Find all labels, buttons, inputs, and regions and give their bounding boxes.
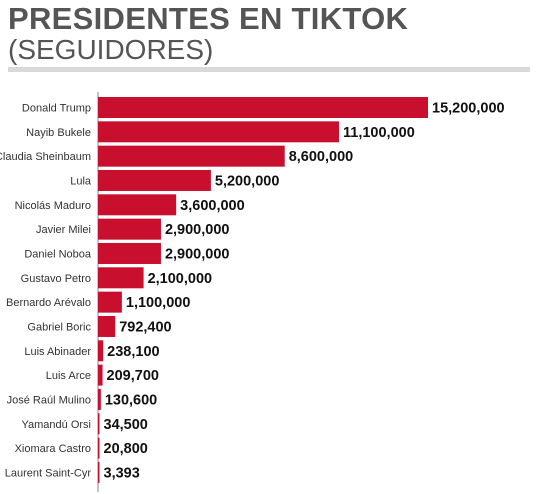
category-label: Lula [70, 175, 92, 187]
category-label: Donald Trump [22, 103, 91, 115]
value-label: 2,900,000 [165, 246, 230, 262]
value-label: 34,500 [104, 417, 148, 433]
value-label: 1,100,000 [126, 295, 191, 311]
value-label: 3,600,000 [180, 198, 245, 214]
category-label: Gabriel Boric [27, 321, 91, 333]
bar [98, 97, 428, 118]
category-label: Laurent Saint-Cyr [5, 467, 92, 479]
value-label: 3,393 [104, 465, 140, 481]
value-label: 20,800 [104, 441, 148, 457]
category-label: Claudia Sheinbaum [0, 151, 91, 163]
category-label: Nicolás Maduro [15, 200, 91, 212]
category-label: Xiomara Castro [15, 443, 91, 455]
bar [98, 169, 211, 191]
value-label: 209,700 [107, 368, 159, 384]
value-label: 2,100,000 [148, 271, 213, 287]
chart-title: PRESIDENTES EN TIKTOK [8, 1, 409, 36]
value-label: 2,900,000 [165, 222, 230, 238]
title-divider [8, 67, 530, 72]
bar [98, 315, 116, 337]
value-label: 130,600 [105, 392, 157, 408]
category-label: Luis Arce [46, 370, 91, 382]
value-label: 15,200,000 [432, 101, 505, 117]
bar [98, 413, 100, 435]
bar [98, 242, 161, 264]
category-label: Javier Milei [36, 224, 91, 236]
category-label: Nayib Bukele [26, 127, 91, 139]
bar [98, 388, 101, 410]
category-label: Gustavo Petro [21, 273, 91, 285]
bar [98, 218, 161, 240]
bar [98, 437, 100, 459]
category-label: Bernardo Arévalo [6, 297, 91, 309]
bar [98, 194, 177, 216]
value-label: 238,100 [107, 344, 159, 360]
bar [98, 121, 339, 143]
value-label: 792,400 [119, 319, 171, 335]
chart-subtitle: (SEGUIDORES) [8, 34, 214, 65]
bar [98, 267, 144, 289]
bar [98, 291, 122, 313]
bar [98, 145, 285, 167]
bar [98, 461, 100, 483]
value-label: 8,600,000 [289, 149, 354, 165]
value-label: 11,100,000 [343, 125, 415, 141]
category-label: Daniel Noboa [24, 248, 92, 260]
bar [98, 340, 104, 362]
bar [98, 364, 103, 386]
category-label: José Raúl Mulino [7, 394, 91, 406]
category-label: Yamandú Orsi [22, 419, 92, 431]
value-label: 5,200,000 [215, 173, 280, 189]
category-label: Luis Abinader [24, 346, 91, 358]
